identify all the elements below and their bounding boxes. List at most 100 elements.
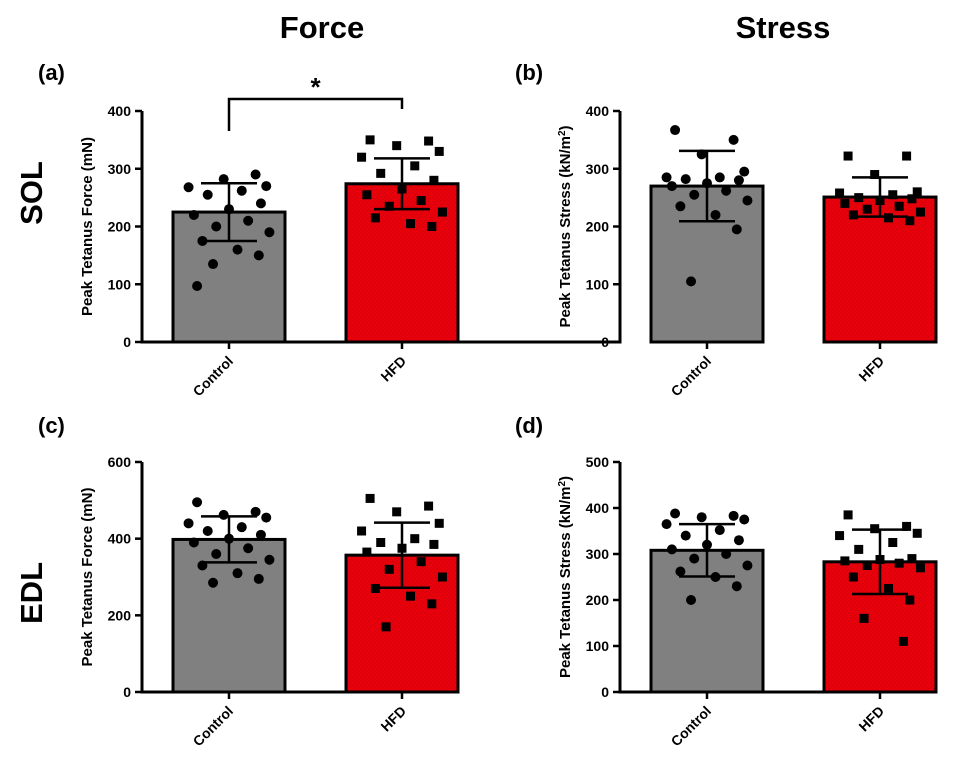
data-point-control <box>255 198 266 209</box>
data-point-hfd <box>898 636 908 646</box>
data-point-control <box>243 543 254 554</box>
data-point-hfd <box>427 222 437 231</box>
data-point-control <box>261 512 272 523</box>
y-tick-label: 0 <box>123 684 131 700</box>
data-point-control <box>686 595 697 605</box>
data-point-control <box>680 530 691 541</box>
data-point-control <box>721 549 732 559</box>
y-axis-title: Peak Tetanus Stress (kN/m2) <box>557 476 575 678</box>
y-tick-label: 200 <box>586 592 610 608</box>
data-point-control <box>675 566 686 577</box>
data-point-control <box>188 209 199 220</box>
data-point-control <box>183 518 194 529</box>
data-point-control <box>218 174 229 185</box>
data-point-control <box>208 577 219 588</box>
data-point-hfd <box>429 175 439 185</box>
data-point-hfd <box>429 539 439 549</box>
data-point-hfd <box>854 193 864 203</box>
data-point-hfd <box>840 198 850 208</box>
chart-panel-2: (b) 0 100 200 300 400 Control HFD Peak Tetanus S… <box>459 60 938 400</box>
data-point-hfd <box>894 201 904 211</box>
data-point-control <box>742 195 753 206</box>
data-point-hfd <box>434 146 444 156</box>
data-point-hfd <box>437 207 447 217</box>
data-point-control <box>218 509 229 520</box>
y-tick-label: 0 <box>601 334 609 350</box>
data-point-hfd <box>859 613 869 623</box>
data-point-control <box>192 497 203 508</box>
data-point-control <box>202 189 213 200</box>
data-point-hfd <box>357 152 367 162</box>
data-point-hfd <box>840 556 850 566</box>
data-point-hfd <box>835 531 845 541</box>
data-point-hfd <box>902 151 912 161</box>
data-point-hfd <box>410 161 420 171</box>
data-point-control <box>714 172 725 183</box>
data-point-hfd <box>888 190 898 200</box>
data-point-hfd <box>384 564 394 574</box>
data-point-control <box>250 506 261 517</box>
data-point-hfd <box>376 538 386 547</box>
y-tick-label: 200 <box>108 219 132 235</box>
panel-label: (c) <box>38 413 65 438</box>
data-point-hfd <box>365 493 375 503</box>
data-point-hfd <box>392 507 402 517</box>
data-point-hfd <box>894 558 904 568</box>
data-point-control <box>236 185 247 196</box>
chart-panel-1: (a) 0 100 200 300 400 Control HFD Peak Tetanus F… <box>38 60 460 400</box>
data-point-control <box>728 510 739 521</box>
y-tick-label: 600 <box>108 454 132 470</box>
data-point-control <box>243 215 254 226</box>
panel-label: (a) <box>38 60 65 85</box>
data-point-control <box>236 522 247 533</box>
data-point-control <box>192 280 203 291</box>
data-point-control <box>739 166 750 177</box>
y-axis-title: Peak Tetanus Force (mN) <box>79 488 96 667</box>
data-point-hfd <box>427 599 437 609</box>
y-tick-label: 200 <box>108 607 132 623</box>
data-point-hfd <box>888 538 898 547</box>
data-point-hfd <box>915 563 925 573</box>
y-tick-label: 500 <box>586 454 610 470</box>
data-point-hfd <box>835 188 845 198</box>
data-point-hfd <box>907 554 917 564</box>
data-point-hfd <box>854 544 864 554</box>
y-tick-label: 200 <box>586 219 610 235</box>
data-point-hfd <box>376 168 386 178</box>
data-point-hfd <box>843 510 853 520</box>
x-tick-label-hfd: HFD <box>377 353 409 385</box>
data-point-control <box>264 554 275 565</box>
data-point-hfd <box>843 151 853 161</box>
data-point-control <box>264 227 275 238</box>
data-point-hfd <box>362 547 372 557</box>
data-point-control <box>731 224 742 235</box>
y-tick-label: 100 <box>586 276 610 292</box>
data-point-hfd <box>884 584 894 593</box>
data-point-hfd <box>416 557 426 567</box>
data-point-hfd <box>384 201 394 211</box>
y-tick-label: 0 <box>123 334 131 350</box>
x-tick-label-control: Control <box>190 353 237 400</box>
data-point-control <box>733 535 744 546</box>
y-axis-title: Peak Tetanus Force (mN) <box>79 137 96 316</box>
data-point-control <box>666 544 677 555</box>
data-point-control <box>733 175 744 186</box>
data-point-hfd <box>848 572 858 582</box>
data-point-hfd <box>416 196 426 206</box>
y-tick-label: 300 <box>108 161 132 177</box>
row-title-edl: EDL <box>14 562 49 624</box>
data-point-control <box>253 250 264 261</box>
row-title-sol: SOL <box>14 161 49 225</box>
column-title-force: Force <box>280 10 364 45</box>
data-point-control <box>710 209 721 220</box>
data-point-hfd <box>370 213 380 223</box>
data-point-hfd <box>406 219 416 229</box>
data-point-control <box>261 181 272 192</box>
data-point-control <box>675 201 686 212</box>
x-tick-label-hfd: HFD <box>855 703 887 735</box>
data-point-control <box>255 529 266 540</box>
data-point-control <box>670 125 681 136</box>
data-point-hfd <box>862 204 872 214</box>
x-tick-label-control: Control <box>668 353 715 400</box>
